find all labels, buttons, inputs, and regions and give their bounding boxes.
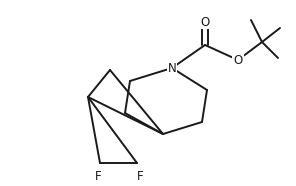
Text: N: N bbox=[168, 62, 176, 75]
Text: O: O bbox=[200, 15, 210, 28]
Text: F: F bbox=[137, 171, 143, 184]
Text: F: F bbox=[95, 171, 101, 184]
Text: O: O bbox=[233, 54, 243, 67]
